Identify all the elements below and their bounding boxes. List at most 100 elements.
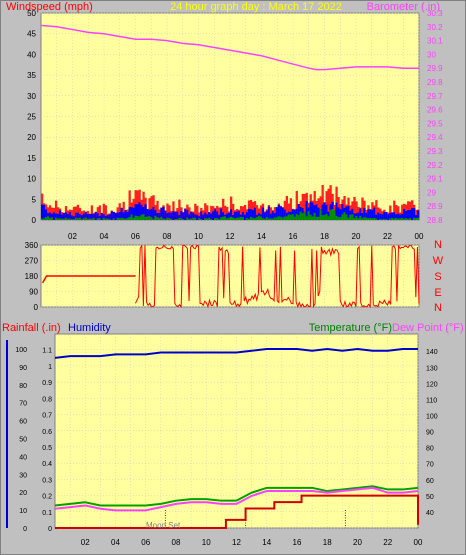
wind-avg-bar [154,215,157,220]
barometer-label: Barometer (.in) [367,1,440,13]
wind-avg-bar [132,217,135,220]
wind-speed-bar [357,212,360,220]
wind-speed-bar [275,207,279,220]
humidity-y-tick: 80 [19,383,27,390]
wind-avg-bar [231,217,235,220]
wind-speed-bar [102,214,105,220]
wind-speed-bar [216,211,219,220]
wind-speed-bar [321,204,324,220]
humidity-y-tick: 100 [15,347,27,354]
humidity-y-tick: 70 [19,401,27,408]
wind-speed-bar [94,211,98,220]
wind-gust-bar [321,184,324,220]
wind-speed-bar [41,204,44,220]
climate-x-axis: 02 04 06 08 10 12 14 16 18 20 22 00 [81,538,423,547]
wind-bars [41,184,420,220]
wind-avg-bar [68,218,72,220]
wind-avg-bar [307,211,310,220]
wind-avg-bar [323,215,326,220]
wind-avg-bar [58,218,62,220]
wind-speed-bar [208,212,211,220]
wind-speed-bar [393,212,396,220]
wind-speed-bar [82,213,86,220]
wind-avg-bar [359,216,362,220]
wind-speed-bar [158,212,161,220]
rainfall-y-tick: 0 [48,526,52,533]
temperature-y-tick: 60 [426,478,434,485]
wind-avg-bar [62,218,66,220]
wind-avg-bar [41,218,44,220]
rainfall-label: Rainfall (.in) [2,322,61,334]
wind-speed-bar [222,212,225,220]
wind-avg-bar [381,219,384,220]
wind-speed-bar [196,214,199,220]
rainfall-y-axis: 0 0.1 0.2 0.3 0.4 0.5 0.6 0.7 0.8 0.9 1 1.1 [42,348,52,533]
windspeed-label: Windspeed (mph) [6,1,93,13]
wind-avg-bar [393,218,396,220]
wind-avg-bar [319,209,322,220]
wind-avg-bar [72,218,76,220]
wind-speed-bar [54,213,58,220]
wind-x-tick: 20 [352,232,361,241]
wind-avg-bar [144,216,147,220]
wind-avg-bar [70,219,74,220]
direction-y-axis: 0 90 180 270 360 [25,241,39,312]
wind-avg-bar [233,218,237,220]
compass-s: S [434,271,441,283]
wind-avg-bar [228,217,231,220]
wind-avg-bar [351,214,354,220]
wind-avg-bar [317,216,320,220]
wind-avg-bar [140,214,143,220]
wind-speed-bar [369,209,372,220]
wind-speed-bar [142,207,145,220]
wind-gust-bar [226,206,229,220]
wind-gust-bar [243,204,247,220]
wind-y-tick: 45 [27,30,36,39]
wind-gust-bar [54,200,58,220]
wind-speed-bar [128,207,131,220]
wind-speed-bar [60,214,64,220]
wind-avg-bar [391,217,394,220]
wind-x-tick: 06 [131,232,140,241]
barometer-y-axis: 28.8 28.9 29 29.1 29.2 29.3 29.4 29.5 29.6 29.7 29… [427,9,443,225]
wind-speed-bar [397,213,400,220]
wind-y-tick: 15 [27,154,36,163]
wind-gust-bar [98,205,101,220]
wind-avg-bar [357,218,360,220]
wind-avg-bar [415,218,418,220]
wind-avg-bar [80,219,84,220]
wind-avg-bar [299,211,302,220]
wind-avg-bar [216,218,219,220]
wind-speed-bar [243,214,247,220]
wind-avg-bar [375,218,378,220]
wind-speed-bar [279,206,283,220]
climate-x-tick: 06 [141,538,150,547]
wind-speed-bar [168,212,171,220]
wind-avg-bar [200,218,203,220]
wind-gust-bar [196,205,199,220]
wind-speed-bar [184,208,187,220]
barometer-y-tick: 30 [427,50,436,59]
wind-gust-bar [72,206,76,220]
wind-avg-bar [188,218,191,220]
wind-avg-bar [138,216,141,220]
wind-avg-bar [50,217,54,220]
wind-speed-bar [92,213,96,220]
wind-x-axis: 02 04 06 08 10 12 14 16 18 20 22 00 [68,232,424,241]
temperature-y-tick: 50 [426,494,434,501]
wind-avg-bar [148,215,151,220]
wind-speed-bar [339,209,342,220]
wind-gust-bar [415,209,418,220]
wind-speed-bar [146,209,149,220]
wind-speed-bar [230,209,233,220]
barometer-series [40,24,419,71]
wind-avg-bar [321,215,324,220]
wind-avg-bar [327,216,330,220]
wind-speed-bar [371,209,374,220]
wind-avg-bar [218,218,221,220]
wind-gust-bar [255,205,259,220]
wind-speed-bar [76,212,80,220]
wind-avg-bar [90,218,94,220]
wind-x-tick: 10 [194,232,203,241]
direction-y-tick: 270 [25,257,39,266]
